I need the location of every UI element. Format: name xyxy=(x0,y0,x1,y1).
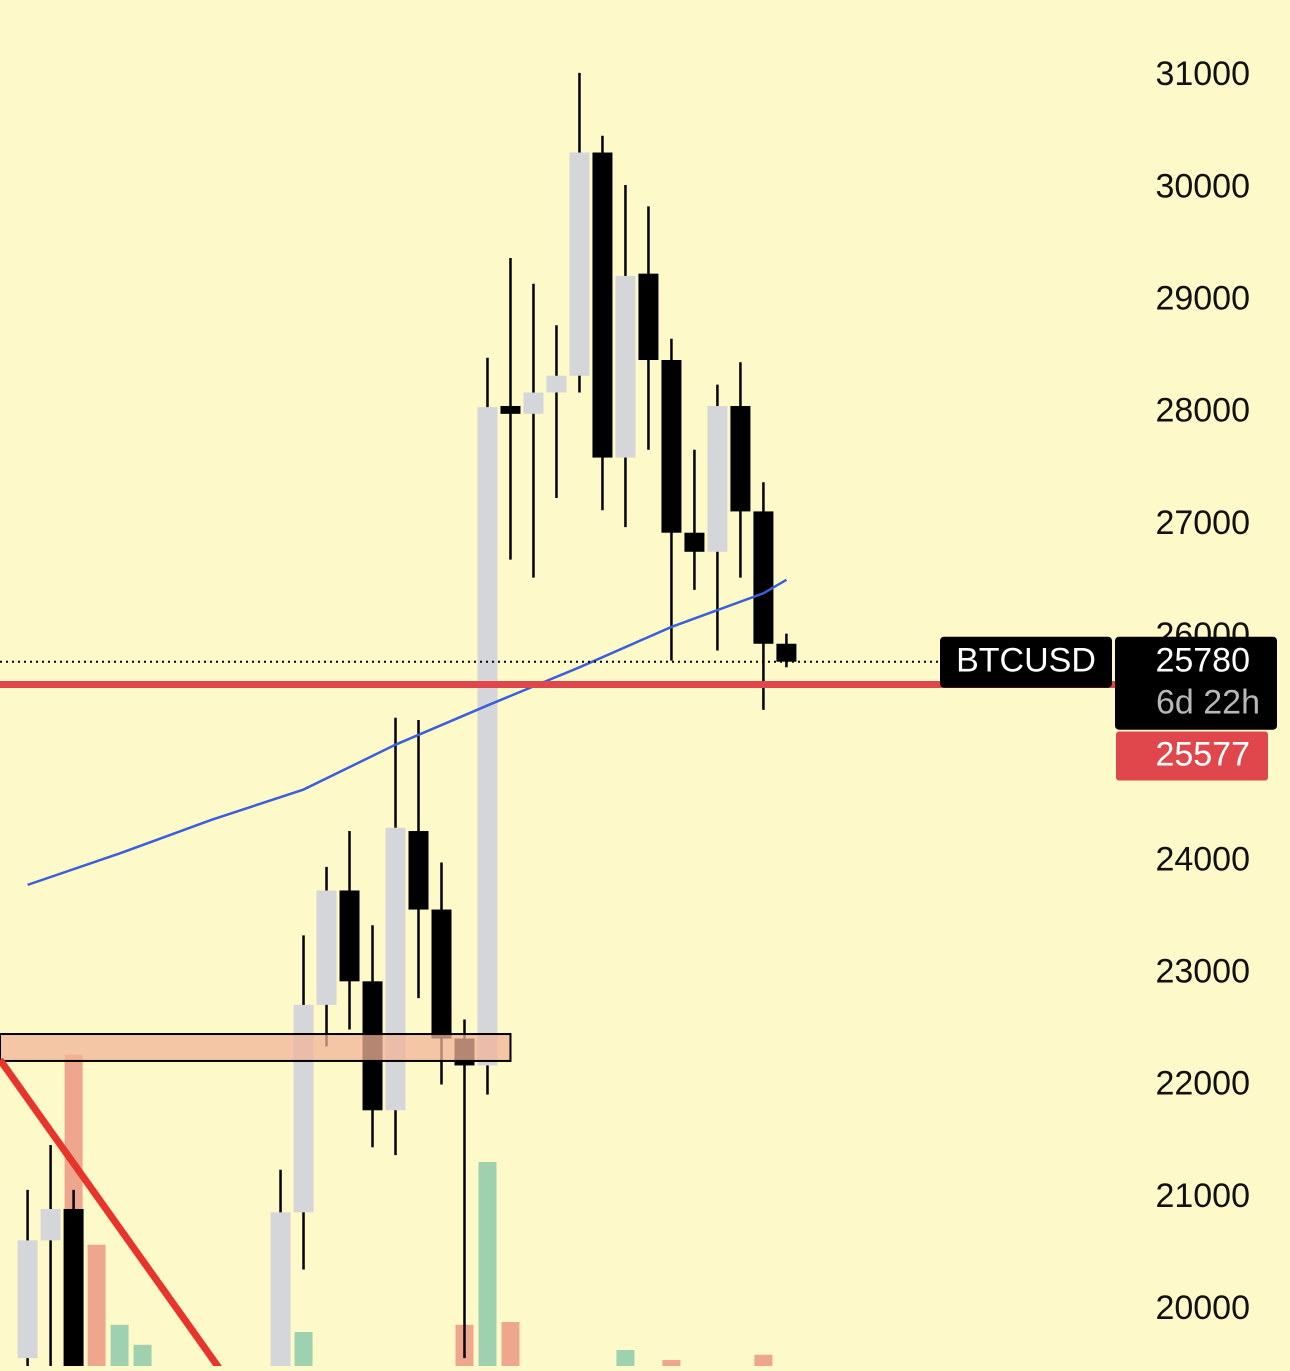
candle-body xyxy=(385,827,406,1111)
price-labels: BTCUSD 25780 6d 22h 25577 xyxy=(940,636,1277,781)
level-label: 25577 xyxy=(1155,735,1250,773)
y-tick-label: 30000 xyxy=(1155,167,1250,205)
y-tick-label: 23000 xyxy=(1155,952,1250,990)
y-tick-label: 31000 xyxy=(1155,55,1250,93)
candle-body xyxy=(523,392,544,414)
candle-body xyxy=(592,152,613,458)
candle-body xyxy=(500,405,521,414)
candle-body xyxy=(615,275,636,458)
y-tick-label: 29000 xyxy=(1155,280,1250,318)
candle-body xyxy=(776,643,797,662)
candle-body xyxy=(17,1240,38,1359)
candle-body xyxy=(270,1212,291,1366)
candle-body xyxy=(638,273,659,361)
candle-body xyxy=(408,831,429,910)
candle-body xyxy=(316,890,337,1005)
y-tick-label: 22000 xyxy=(1155,1065,1250,1103)
y-tick-label: 27000 xyxy=(1155,504,1250,542)
candle-body xyxy=(477,407,498,1066)
volume-bar xyxy=(110,1324,129,1366)
candle-body xyxy=(546,375,567,393)
volume-bar xyxy=(754,1354,773,1366)
volume-bar xyxy=(662,1360,681,1366)
candle-body xyxy=(661,360,682,533)
last-price-box xyxy=(1115,636,1277,730)
candle-body xyxy=(684,532,705,552)
candle-body xyxy=(707,405,728,552)
candle-body xyxy=(569,152,590,376)
candle-body xyxy=(730,405,751,512)
volume-bar xyxy=(133,1344,152,1366)
candle-body xyxy=(40,1208,61,1241)
y-tick-label: 20000 xyxy=(1155,1289,1250,1327)
y-tick-label: 21000 xyxy=(1155,1177,1250,1215)
trendline xyxy=(0,1057,222,1366)
symbol-label: BTCUSD xyxy=(956,642,1096,680)
y-tick-label: 24000 xyxy=(1155,840,1250,878)
candle-body xyxy=(431,909,452,1039)
price-axis: 2000021000220002300024000250002600027000… xyxy=(1155,55,1250,1327)
candle-body xyxy=(339,890,360,982)
volume-bar xyxy=(87,1244,106,1366)
volume-bar xyxy=(478,1162,497,1366)
support-zone xyxy=(0,1033,512,1062)
moving-average xyxy=(27,578,788,887)
volume-bar xyxy=(501,1322,520,1366)
candle-body xyxy=(63,1208,84,1366)
volume-bar xyxy=(294,1332,313,1366)
volume-bar xyxy=(616,1350,635,1366)
last-price-label: 25780 xyxy=(1155,642,1250,680)
candle-body xyxy=(753,511,774,644)
plot-area xyxy=(0,72,1115,1366)
y-tick-label: 28000 xyxy=(1155,392,1250,430)
countdown-label: 6d 22h xyxy=(1156,684,1260,722)
level-label-box xyxy=(1116,731,1268,781)
symbol-label-box xyxy=(940,636,1112,688)
